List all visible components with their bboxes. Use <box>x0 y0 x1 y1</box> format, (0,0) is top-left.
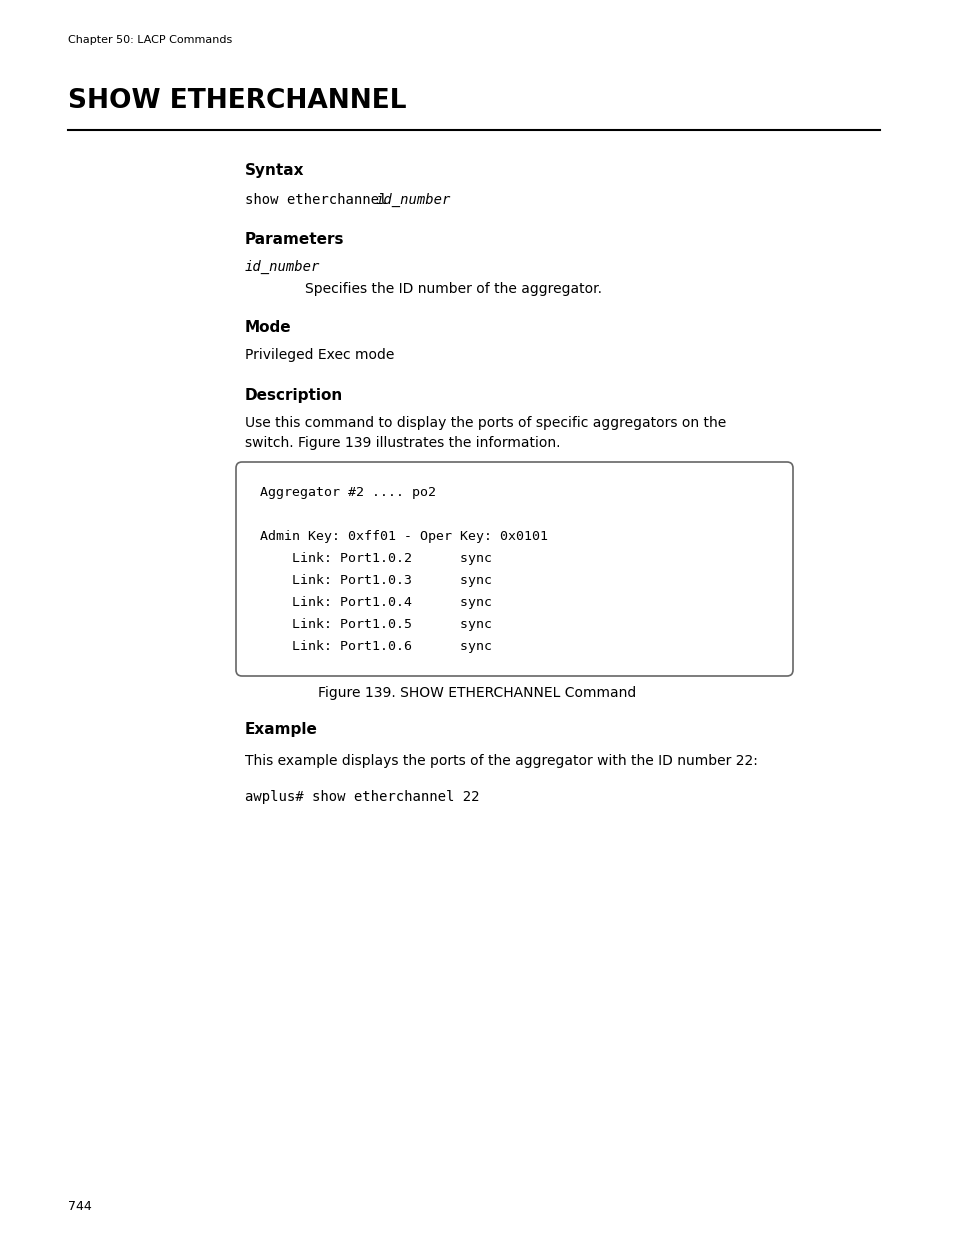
Text: switch. Figure 139 illustrates the information.: switch. Figure 139 illustrates the infor… <box>245 436 560 450</box>
Text: 744: 744 <box>68 1200 91 1213</box>
Text: Parameters: Parameters <box>245 232 344 247</box>
Text: Syntax: Syntax <box>245 163 304 178</box>
Text: Link: Port1.0.3      sync: Link: Port1.0.3 sync <box>260 574 492 587</box>
Text: Description: Description <box>245 388 343 403</box>
Text: show etherchannel: show etherchannel <box>245 193 395 207</box>
Text: awplus# show etherchannel 22: awplus# show etherchannel 22 <box>245 790 479 804</box>
Text: Figure 139. SHOW ETHERCHANNEL Command: Figure 139. SHOW ETHERCHANNEL Command <box>317 685 636 700</box>
Text: Privileged Exec mode: Privileged Exec mode <box>245 348 394 362</box>
Text: Specifies the ID number of the aggregator.: Specifies the ID number of the aggregato… <box>305 282 601 296</box>
Text: Mode: Mode <box>245 320 292 335</box>
Text: Link: Port1.0.2      sync: Link: Port1.0.2 sync <box>260 552 492 564</box>
Text: id_number: id_number <box>375 193 451 207</box>
Text: Link: Port1.0.5      sync: Link: Port1.0.5 sync <box>260 618 492 631</box>
Text: This example displays the ports of the aggregator with the ID number 22:: This example displays the ports of the a… <box>245 755 757 768</box>
Text: Link: Port1.0.4      sync: Link: Port1.0.4 sync <box>260 597 492 609</box>
FancyBboxPatch shape <box>235 462 792 676</box>
Text: Aggregator #2 .... po2: Aggregator #2 .... po2 <box>260 487 436 499</box>
Text: SHOW ETHERCHANNEL: SHOW ETHERCHANNEL <box>68 88 406 114</box>
Text: Link: Port1.0.6      sync: Link: Port1.0.6 sync <box>260 640 492 653</box>
Text: id_number: id_number <box>245 261 320 274</box>
Text: Chapter 50: LACP Commands: Chapter 50: LACP Commands <box>68 35 232 44</box>
Text: Example: Example <box>245 722 317 737</box>
Text: Use this command to display the ports of specific aggregators on the: Use this command to display the ports of… <box>245 416 725 430</box>
Text: Admin Key: 0xff01 - Oper Key: 0x0101: Admin Key: 0xff01 - Oper Key: 0x0101 <box>260 530 547 543</box>
